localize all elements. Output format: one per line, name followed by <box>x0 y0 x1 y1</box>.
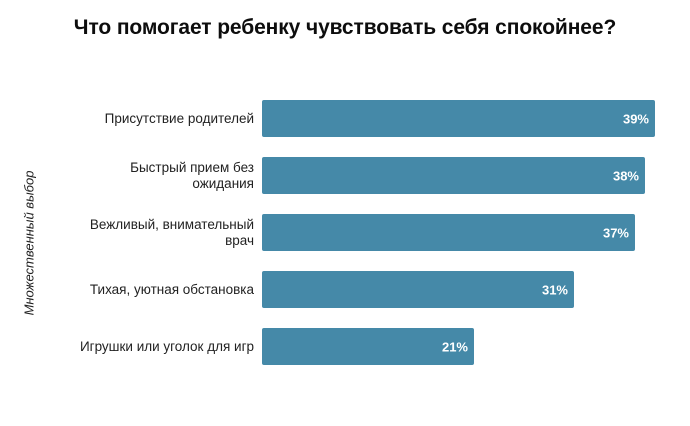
bar: 21% <box>262 328 474 365</box>
bar: 39% <box>262 100 655 137</box>
bar-value-label: 39% <box>622 111 649 126</box>
bar: 38% <box>262 157 645 194</box>
bar-value-label: 31% <box>541 282 568 297</box>
bar-row: Игрушки или уголок для игр 21% <box>0 328 690 365</box>
bar: 31% <box>262 271 574 308</box>
bar-row: Присутствие родителей 39% <box>0 100 690 137</box>
bar: 37% <box>262 214 635 251</box>
bar-value-label: 38% <box>612 168 639 183</box>
bar-row: Быстрый прием без ожидания 38% <box>0 157 690 194</box>
category-label: Присутствие родителей <box>104 110 254 126</box>
category-label: Тихая, уютная обстановка <box>89 281 254 297</box>
category-label: Быстрый прием без ожидания <box>130 159 254 191</box>
bar-row: Тихая, уютная обстановка 31% <box>0 271 690 308</box>
bar-value-label: 21% <box>441 339 468 354</box>
bar-row: Вежливый, внимательный врач 37% <box>0 214 690 251</box>
category-label: Игрушки или уголок для игр <box>79 338 254 354</box>
category-label: Вежливый, внимательный врач <box>89 216 254 248</box>
bar-value-label: 37% <box>602 225 629 240</box>
chart-title: Что помогает ребенку чувствовать себя сп… <box>73 16 617 39</box>
